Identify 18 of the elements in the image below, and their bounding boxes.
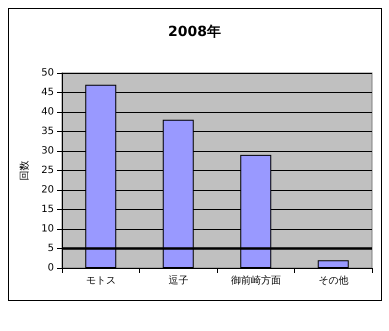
y-tick-label: 10	[41, 224, 54, 234]
y-axis-title: 回数	[20, 160, 30, 180]
x-tick-label: モトス	[86, 276, 116, 286]
y-tick-label: 50	[41, 68, 54, 78]
chart-title: 2008年	[168, 24, 221, 40]
y-tick-label: 5	[48, 243, 54, 254]
x-tick-label: その他	[318, 274, 348, 286]
y-tick-label: 0	[48, 262, 54, 274]
y-tick-label: 20	[41, 184, 54, 196]
y-tick-label: 30	[41, 146, 54, 156]
y-tick-label: 15	[41, 204, 54, 215]
y-tick-label: 25	[41, 165, 54, 176]
y-tick-label: 35	[41, 126, 54, 137]
y-tick-label: 45	[41, 87, 54, 98]
x-tick-label: 逗子	[168, 274, 188, 286]
x-tick-label: 御前崎方面	[230, 274, 281, 286]
bar	[318, 260, 349, 268]
y-tick-label: 40	[41, 106, 54, 118]
